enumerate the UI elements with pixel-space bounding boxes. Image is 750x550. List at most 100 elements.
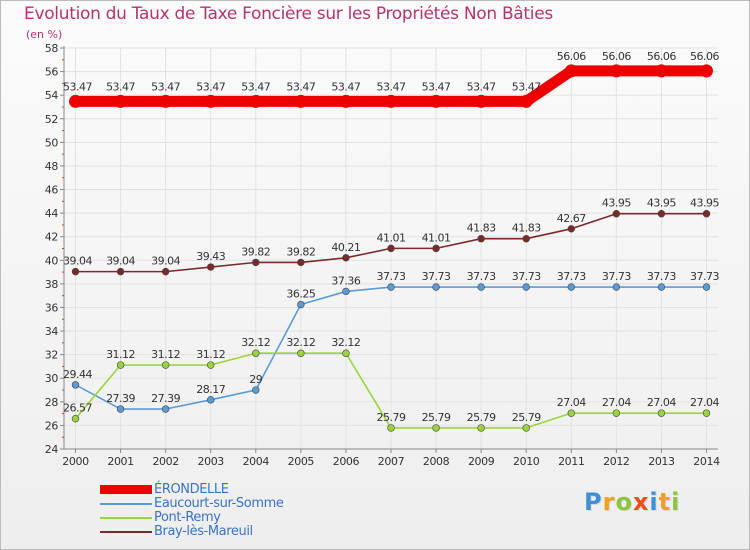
data-point — [567, 409, 575, 417]
y-tick-label: 40 — [45, 254, 59, 267]
logo-letter: x — [632, 488, 650, 516]
data-label: 32.12 — [331, 336, 360, 349]
data-label: 53.47 — [151, 80, 180, 93]
data-point — [477, 424, 485, 432]
data-point — [161, 361, 170, 369]
data-point — [339, 94, 353, 108]
data-point — [612, 283, 621, 291]
data-label: 41.83 — [512, 222, 541, 235]
legend-swatch — [100, 503, 152, 505]
x-tick-label: 2000 — [62, 455, 89, 468]
logo-letter: i — [649, 488, 659, 516]
x-tick-label: 2010 — [513, 455, 540, 468]
data-label: 43.95 — [602, 197, 631, 210]
data-label: 25.79 — [422, 411, 451, 424]
data-label: 29 — [249, 373, 262, 386]
series-bray-l-s-mareuil: 39.04 39.04 39.04 39.43 39.82 39.82 40.21 41.01… — [63, 197, 720, 276]
data-point — [116, 361, 125, 369]
y-tick-label: 34 — [45, 325, 59, 338]
data-point — [71, 381, 80, 389]
data-label: 56.06 — [647, 50, 676, 63]
data-point — [522, 424, 530, 432]
data-point — [474, 94, 488, 108]
data-label: 53.47 — [331, 80, 360, 93]
data-label: 56.06 — [602, 50, 631, 63]
data-label: 25.79 — [467, 411, 496, 424]
y-tick-label: 52 — [45, 113, 58, 126]
chart-subtitle: (en %) — [26, 28, 63, 41]
data-label: 31.12 — [106, 348, 135, 361]
legend-label: Pont-Remy — [154, 510, 221, 525]
data-label: 39.82 — [286, 245, 315, 258]
data-label: 53.47 — [196, 80, 225, 93]
y-tick-label: 42 — [45, 231, 58, 244]
data-label: 29.44 — [63, 368, 92, 381]
data-point — [522, 235, 530, 243]
y-tick-label: 28 — [45, 396, 59, 409]
data-point — [657, 409, 666, 417]
data-label: 37.73 — [690, 270, 719, 283]
data-point — [702, 283, 711, 291]
data-point — [609, 64, 623, 78]
data-point — [702, 409, 711, 417]
data-point — [159, 94, 173, 108]
data-label: 37.73 — [377, 270, 406, 283]
data-label: 37.73 — [467, 270, 496, 283]
x-tick-label: 2007 — [378, 455, 405, 468]
data-point — [297, 300, 305, 309]
data-label: 53.47 — [241, 80, 270, 93]
data-label: 27.04 — [690, 396, 719, 409]
data-label: 27.04 — [647, 396, 676, 409]
data-point — [387, 283, 395, 291]
data-label: 37.36 — [331, 274, 360, 287]
data-label: 31.12 — [151, 348, 180, 361]
data-label: 25.79 — [377, 411, 406, 424]
data-label: 39.82 — [241, 245, 270, 258]
y-tick-label: 30 — [45, 372, 59, 385]
data-point — [342, 349, 350, 357]
data-label: 40.21 — [331, 241, 360, 254]
x-tick-label: 2012 — [603, 455, 629, 468]
series--rondelle: 53.47 53.47 53.47 53.47 53.47 53.47 53.47 53.47… — [63, 50, 720, 108]
data-label: 39.04 — [106, 255, 135, 268]
logo-letter: o — [615, 488, 633, 516]
data-point — [432, 244, 440, 253]
data-label: 43.95 — [690, 197, 719, 210]
logo-letter: r — [602, 488, 616, 516]
y-tick-label: 48 — [45, 160, 59, 173]
y-tick-label: 24 — [45, 443, 59, 456]
data-label: 43.95 — [647, 197, 676, 210]
data-label: 37.73 — [557, 270, 586, 283]
x-tick-label: 2006 — [333, 455, 360, 468]
logo-letter: i — [671, 488, 681, 516]
data-point — [342, 254, 350, 262]
data-label: 41.01 — [422, 231, 451, 244]
data-point — [207, 361, 215, 369]
data-point — [387, 244, 395, 253]
data-point — [204, 94, 218, 108]
x-tick-label: 2009 — [468, 455, 495, 468]
data-point — [297, 258, 305, 267]
data-point — [654, 64, 668, 78]
data-label: 39.04 — [63, 255, 92, 268]
logo-letter: P — [584, 488, 603, 516]
data-label: 27.39 — [151, 392, 180, 405]
data-point — [657, 210, 666, 218]
data-label: 41.01 — [377, 231, 406, 244]
x-tick-label: 2008 — [423, 455, 450, 468]
data-label: 27.04 — [602, 396, 631, 409]
chart-title: Evolution du Taux de Taxe Foncière sur l… — [24, 4, 553, 24]
data-point — [567, 283, 575, 291]
data-point — [249, 94, 263, 108]
data-point — [432, 424, 440, 432]
data-label: 53.47 — [512, 80, 541, 93]
data-label: 39.43 — [196, 250, 225, 263]
data-label: 39.04 — [151, 255, 180, 268]
y-tick-label: 38 — [45, 278, 59, 291]
legend-swatch — [100, 485, 152, 494]
data-point — [519, 94, 533, 108]
data-point — [71, 267, 80, 276]
data-label: 28.17 — [196, 383, 225, 396]
